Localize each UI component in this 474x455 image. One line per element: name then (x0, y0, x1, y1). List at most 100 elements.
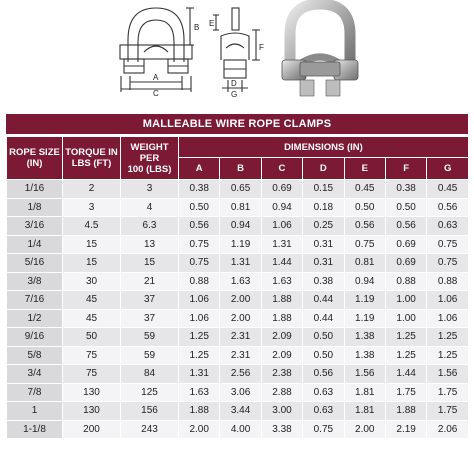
table-row: 3/8 30 21 0.88 1.63 1.63 0.38 0.94 0.88 0.88 (6, 271, 469, 291)
cell-dim-f: 1.44 (384, 364, 428, 384)
cell-weight: 13 (120, 234, 179, 254)
cell-torque: 75 (62, 364, 121, 384)
cell-weight: 84 (120, 364, 179, 384)
cell-dim-a: 0.88 (177, 271, 221, 291)
cell-dim-c: 2.38 (260, 364, 304, 384)
cell-dim-d: 0.63 (302, 401, 345, 421)
header-weight: WEIGHT PER 100 (LBS) (120, 136, 179, 180)
cell-dim-a: 1.06 (177, 308, 221, 328)
cell-rope-size: 1/4 (6, 234, 63, 254)
header-dim-b: B (219, 157, 262, 180)
cell-rope-size: 1/16 (6, 179, 63, 199)
cell-rope-size: 1/2 (6, 308, 63, 328)
cell-weight: 37 (120, 308, 179, 328)
cell-dim-e: 2.00 (343, 419, 386, 439)
cell-dim-d: 0.15 (302, 179, 345, 199)
dimension-letter-c: C (153, 89, 159, 98)
cell-dim-f: 2.19 (384, 419, 428, 439)
header-weight-line2: PER (139, 152, 160, 164)
cell-dim-d: 0.75 (302, 419, 345, 439)
dimension-letter-d: D (231, 79, 237, 88)
header-rope-size: ROPE SIZE (IN) (6, 136, 63, 180)
header-torque-line1: TORQUE IN (65, 147, 118, 158)
cell-dim-f: 1.00 (384, 290, 428, 310)
cell-dim-a: 1.31 (177, 364, 221, 384)
cell-dim-a: 0.50 (177, 197, 221, 217)
cell-dim-f: 1.75 (384, 382, 428, 402)
cell-dim-g: 1.06 (426, 308, 469, 328)
cell-dim-d: 0.38 (302, 271, 345, 291)
cell-dim-c: 3.00 (260, 401, 304, 421)
cell-dim-c: 0.69 (260, 179, 304, 199)
cell-torque: 200 (62, 419, 121, 439)
header-rope-size-line1: ROPE SIZE (9, 147, 60, 158)
header-dim-f: F (384, 157, 428, 180)
cell-dim-b: 1.19 (219, 234, 262, 254)
cell-dim-a: 2.00 (177, 419, 221, 439)
cell-weight: 59 (120, 327, 179, 347)
cell-dim-g: 2.06 (426, 419, 469, 439)
table-row: 1/16 2 3 0.38 0.65 0.69 0.15 0.45 0.38 0.45 (6, 179, 469, 199)
cell-dim-b: 2.00 (219, 308, 262, 328)
clamp-photo (281, 0, 359, 97)
cell-dim-c: 0.94 (260, 197, 304, 217)
cell-weight: 156 (120, 401, 179, 421)
cell-torque: 30 (62, 271, 121, 291)
cell-dim-f: 1.00 (384, 308, 428, 328)
table-row: 7/8 130 125 1.63 3.06 2.88 0.63 1.81 1.75 1.75 (6, 382, 469, 402)
cell-dim-c: 2.09 (260, 345, 304, 365)
cell-dim-d: 0.44 (302, 290, 345, 310)
cell-dim-e: 0.75 (343, 234, 386, 254)
cell-dim-b: 0.94 (219, 216, 262, 236)
cell-dim-e: 1.19 (343, 308, 386, 328)
cell-rope-size: 3/8 (6, 271, 63, 291)
cell-rope-size: 3/16 (6, 216, 63, 236)
cell-dim-f: 0.69 (384, 253, 428, 273)
cell-torque: 45 (62, 308, 121, 328)
dimension-letter-g: G (231, 90, 237, 99)
cell-dim-b: 3.06 (219, 382, 262, 402)
cell-dim-e: 0.81 (343, 253, 386, 273)
dimension-letter-f: F (259, 43, 264, 52)
header-dim-e: E (343, 157, 386, 180)
cell-dim-b: 0.81 (219, 197, 262, 217)
cell-torque: 15 (62, 253, 121, 273)
cell-dim-f: 1.25 (384, 327, 428, 347)
front-view-drawing (119, 7, 194, 92)
cell-dim-g: 0.63 (426, 216, 469, 236)
table-row: 1/2 45 37 1.06 2.00 1.88 0.44 1.19 1.00 1.06 (6, 308, 469, 328)
cell-dim-e: 0.50 (343, 197, 386, 217)
table-row: 5/16 15 15 0.75 1.31 1.44 0.31 0.81 0.69 0.75 (6, 253, 469, 273)
cell-rope-size: 1 (6, 401, 63, 421)
cell-dim-e: 1.19 (343, 290, 386, 310)
cell-torque: 2 (62, 179, 121, 199)
cell-dim-a: 0.38 (177, 179, 221, 199)
cell-dim-b: 0.65 (219, 179, 262, 199)
clamp-diagram-figure: B A C E F D G (0, 0, 474, 100)
cell-dim-f: 1.25 (384, 345, 428, 365)
table-row: 3/4 75 84 1.31 2.56 2.38 0.56 1.56 1.44 1.56 (6, 364, 469, 384)
cell-dim-c: 2.09 (260, 327, 304, 347)
cell-torque: 45 (62, 290, 121, 310)
cell-dim-a: 1.06 (177, 290, 221, 310)
cell-dim-g: 0.88 (426, 271, 469, 291)
dimension-letter-e: E (209, 19, 214, 28)
cell-weight: 15 (120, 253, 179, 273)
header-row-letters: A B C D E F G (7, 157, 469, 180)
cell-dim-f: 1.88 (384, 401, 428, 421)
header-dimensions: DIMENSIONS (IN) (178, 136, 469, 158)
header-row-top: ROPE SIZE (IN) TORQUE IN LBS (FT) WEIGHT… (6, 136, 469, 180)
side-view-drawing (213, 7, 260, 92)
cell-dim-g: 0.75 (426, 234, 469, 254)
cell-rope-size: 3/4 (6, 364, 63, 384)
cell-dim-d: 0.44 (302, 308, 345, 328)
cell-dim-g: 1.06 (426, 290, 469, 310)
cell-weight: 4 (120, 197, 179, 217)
cell-dim-d: 0.25 (302, 216, 345, 236)
cell-dim-b: 2.56 (219, 364, 262, 384)
cell-dim-c: 1.63 (260, 271, 304, 291)
header-dim-a: A (177, 157, 221, 180)
cell-dim-g: 0.45 (426, 179, 469, 199)
cell-dim-c: 1.44 (260, 253, 304, 273)
cell-weight: 125 (120, 382, 179, 402)
